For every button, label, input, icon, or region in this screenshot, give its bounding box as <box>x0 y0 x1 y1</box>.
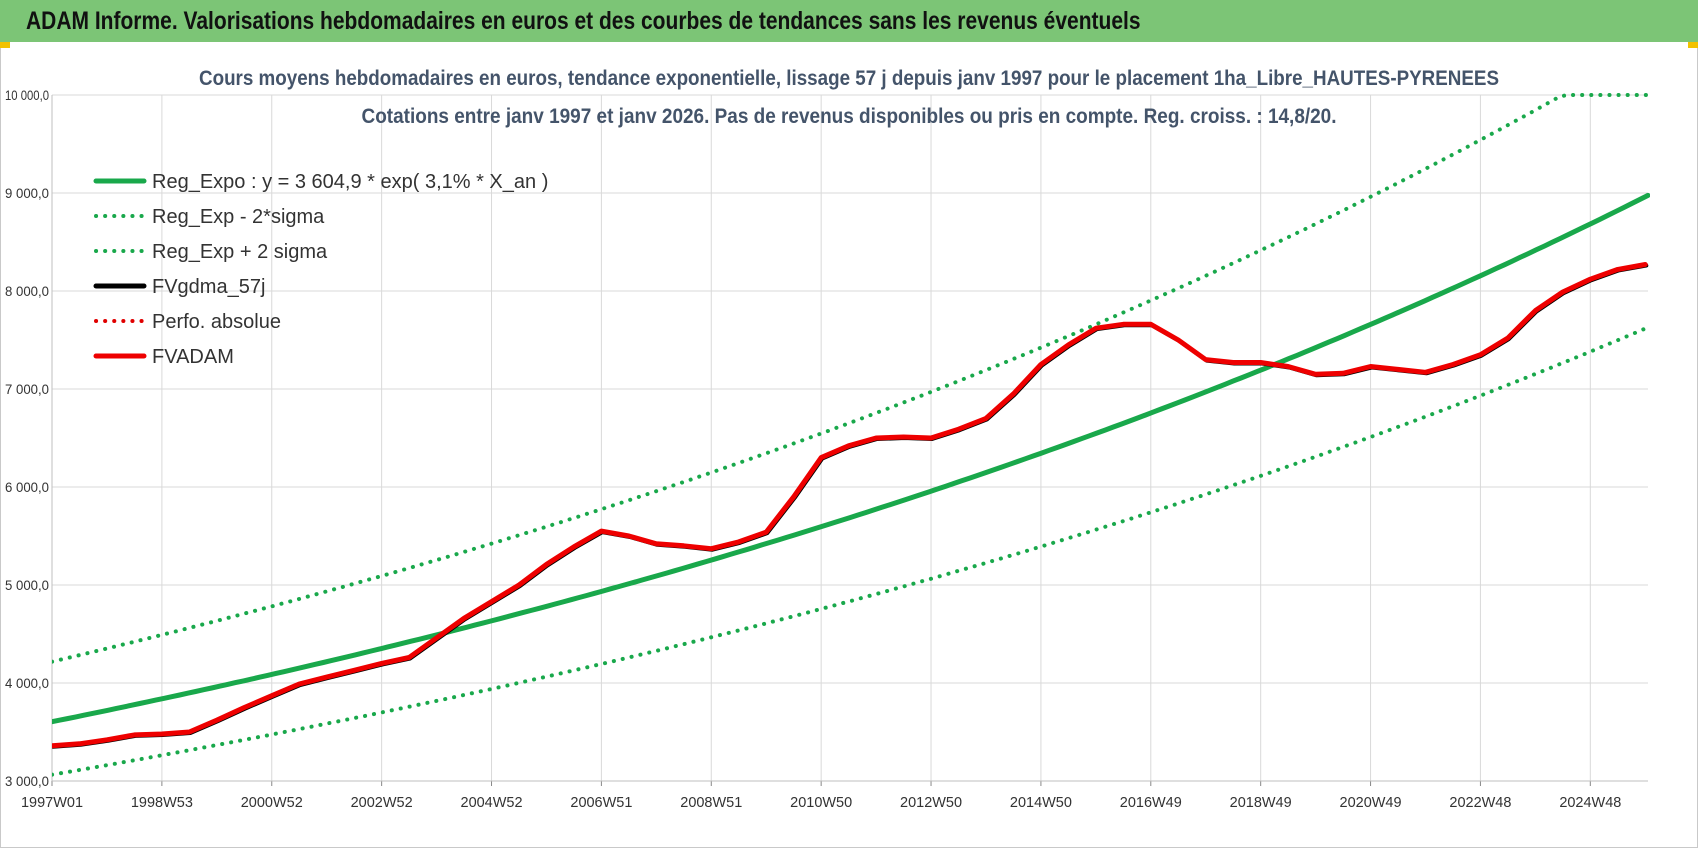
x-tick-label: 2008W51 <box>680 794 742 811</box>
x-tick-label: 2014W50 <box>1010 794 1072 811</box>
plot-series-group <box>52 93 1650 777</box>
line-chart: 3 000,0 4 000,0 5 000,0 6 000,0 7 000,0 8 000… <box>5 67 1650 811</box>
y-tick-label: 9 000,0 <box>5 185 49 201</box>
legend-label: Reg_Expo : y = 3 604,9 * exp( 3,1% * X_a… <box>152 171 548 193</box>
series-line-fvadam <box>52 262 1648 749</box>
chart-title: Cours moyens hebdomadaires en euros, ten… <box>199 67 1499 90</box>
x-tick-label: 2010W50 <box>790 794 852 811</box>
x-tick-label: 2016W49 <box>1120 794 1182 811</box>
corner-mark-right <box>1688 42 1698 48</box>
y-tick-label: 8 000,0 <box>5 283 49 299</box>
y-tick-label: 3 000,0 <box>5 773 49 789</box>
legend-label: Perfo. absolue <box>152 311 281 333</box>
series-line-0 <box>52 192 1650 725</box>
legend-label: FVADAM <box>152 346 234 368</box>
series-line-1 <box>52 325 1650 777</box>
x-tick-label: 2012W50 <box>900 794 962 811</box>
legend-label: FVgdma_57j <box>152 276 265 298</box>
series-line-2 <box>52 93 1650 664</box>
y-tick-label: 4 000,0 <box>5 675 49 691</box>
x-tick-label: 2018W49 <box>1230 794 1292 811</box>
series-line-fvgdma <box>52 263 1649 749</box>
x-tick-label: 2022W48 <box>1449 794 1511 811</box>
chart-subtitle: Cotations entre janv 1997 et janv 2026. … <box>362 105 1337 128</box>
corner-mark-left <box>0 42 10 48</box>
header-title: ADAM Informe. Valorisations hebdomadaire… <box>26 7 1141 35</box>
y-tick-label: 5 000,0 <box>5 577 49 593</box>
y-tick-label: 7 000,0 <box>5 381 49 397</box>
x-tick-label: 2020W49 <box>1340 794 1402 811</box>
y-tick-label: 10 000,0 <box>5 87 49 103</box>
x-tick-label: 2002W52 <box>351 794 413 811</box>
y-tick-label: 6 000,0 <box>5 479 49 495</box>
legend-label: Reg_Exp + 2 sigma <box>152 241 328 263</box>
x-tick-label: 1998W53 <box>131 794 193 811</box>
chart-area: 3 000,0 4 000,0 5 000,0 6 000,0 7 000,0 8 000… <box>0 44 1698 848</box>
x-tick-label: 2004W52 <box>461 794 523 811</box>
legend-label: Reg_Exp - 2*sigma <box>152 206 325 228</box>
x-tick-label: 2000W52 <box>241 794 303 811</box>
header-band: ADAM Informe. Valorisations hebdomadaire… <box>0 0 1698 42</box>
x-tick-label: 2006W51 <box>570 794 632 811</box>
x-tick-label: 1997W01 <box>21 794 83 811</box>
x-tick-label: 2024W48 <box>1559 794 1621 811</box>
